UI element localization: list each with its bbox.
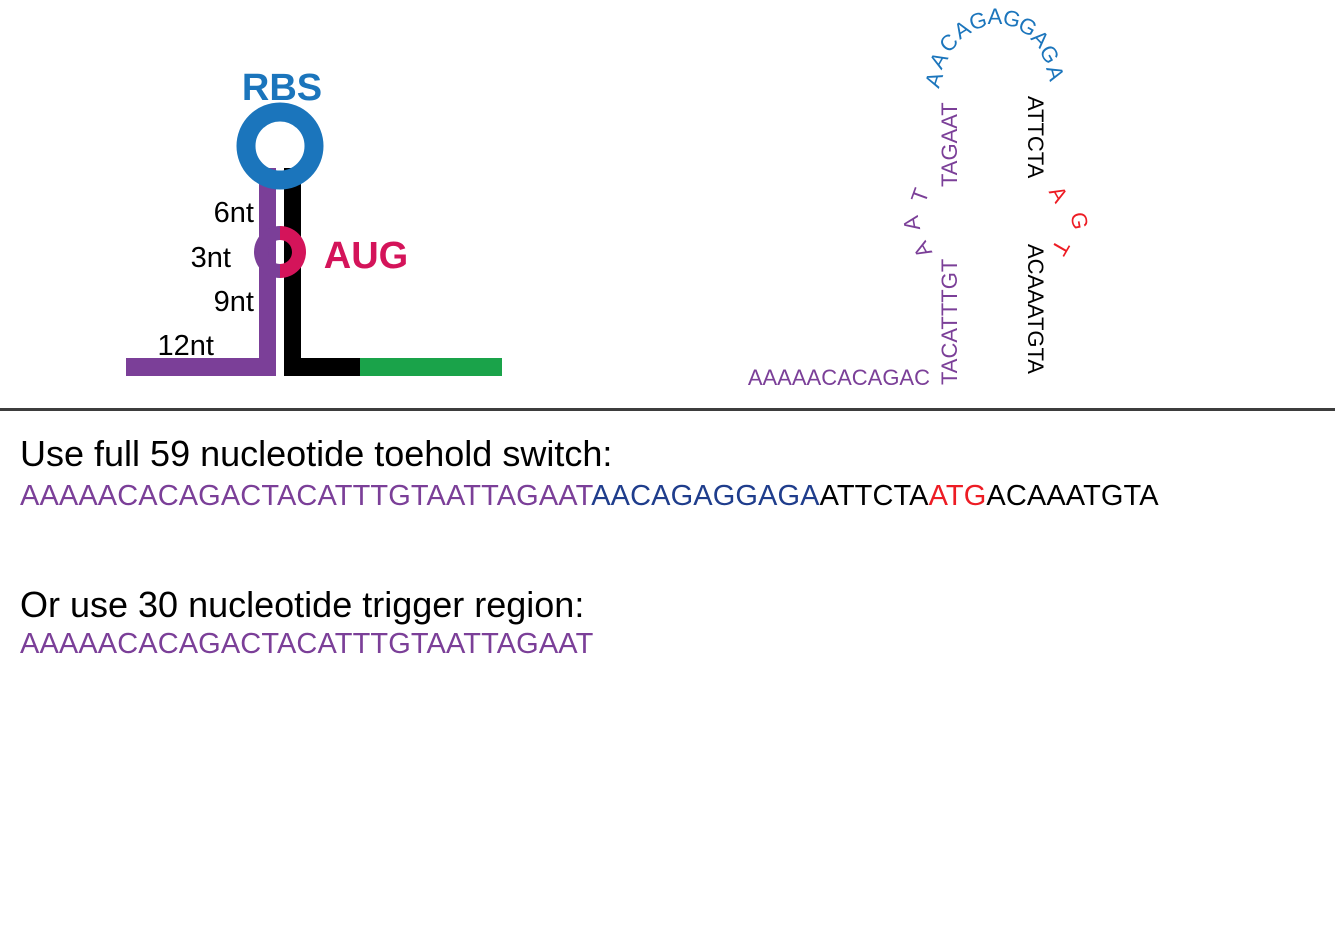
toehold-horizontal-strand: [126, 358, 276, 376]
hairpin-right-stem-lower: ACAAATGTA: [1023, 244, 1048, 374]
linker-segment: ATTCTA: [819, 480, 929, 512]
tail-segment: ACAAATGTA: [986, 480, 1159, 512]
length-label-6nt: 6nt: [214, 197, 254, 229]
hairpin-sequence: AAAAACACAGAC TACATTTGT TAGAAT ATTCTA ACA…: [748, 4, 1093, 390]
left-bulge: [254, 226, 280, 278]
loop-letter: G: [1000, 5, 1023, 33]
switch-schematic: RBS AUG 6nt 3nt 9nt 12nt: [126, 67, 502, 376]
loop-letter: A: [988, 4, 1003, 29]
hairpin-right-bulge: AGT: [1044, 182, 1093, 260]
linker-horizontal-strand: [284, 358, 362, 376]
hairpin-rbs-loop: AACAGAGGAGA: [920, 4, 1070, 91]
length-label-3nt: 3nt: [191, 242, 231, 274]
rbs-segment: AACAGAGGAGA: [591, 480, 820, 512]
full-switch-sequence: AAAAACACAGACTACATTTGTAATTAGAATAACAGAGGAG…: [20, 482, 1159, 511]
right-bulge-letter: T: [1046, 236, 1074, 260]
length-label-9nt: 9nt: [214, 286, 254, 318]
section-divider: [0, 408, 1335, 411]
start-codon-segment: ATG: [928, 480, 987, 512]
loop-letter: G: [966, 6, 989, 35]
trigger-segment: AAAAACACAGACTACATTTGTAATTAGAAT: [20, 480, 592, 512]
hairpin-left-stem-upper: TAGAAT: [937, 102, 962, 187]
hairpin-right-stem-upper: ATTCTA: [1023, 96, 1048, 179]
right-bulge-letter: A: [1044, 182, 1073, 207]
left-bulge-letter: A: [898, 214, 925, 233]
hairpin-left-bulge: AAT: [898, 185, 937, 263]
left-bulge-letter: T: [906, 185, 934, 206]
left-bulge-letter: A: [908, 237, 937, 262]
full-switch-heading: Use full 59 nucleotide toehold switch:: [20, 433, 613, 474]
rbs-loop: [236, 102, 324, 190]
trigger-region-heading: Or use 30 nucleotide trigger region:: [20, 584, 585, 625]
length-label-12nt: 12nt: [158, 330, 214, 362]
right-bulge-letter: G: [1066, 210, 1094, 231]
hairpin-toehold: AAAAACACAGAC: [748, 365, 930, 390]
gene-strand: [360, 358, 502, 376]
aug-bulge: [280, 226, 306, 278]
aug-label: AUG: [324, 235, 408, 277]
loop-letter: A: [1041, 62, 1069, 83]
trigger-region-sequence: AAAAACACAGACTACATTTGTAATTAGAAT: [20, 628, 594, 660]
rbs-label: RBS: [242, 67, 322, 109]
hairpin-left-stem-lower: TACATTTGT: [937, 259, 962, 385]
